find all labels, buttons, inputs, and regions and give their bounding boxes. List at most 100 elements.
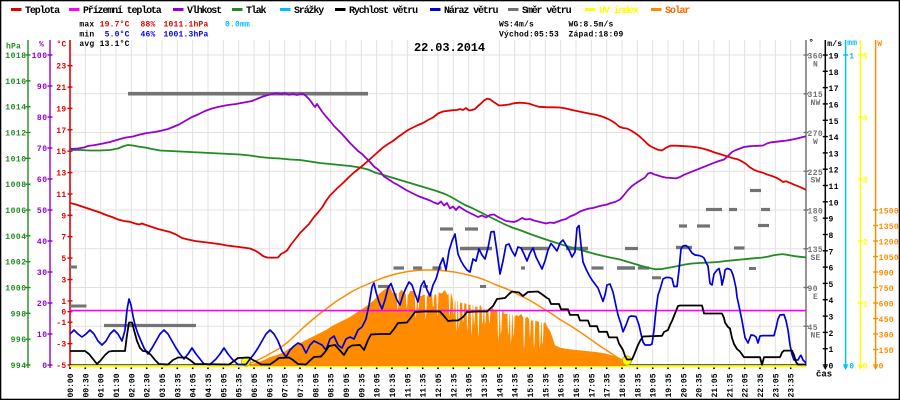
svg-text:00:30: 00:30 [82,373,91,397]
svg-text:150: 150 [879,347,894,356]
svg-text:NW: NW [810,99,820,108]
svg-text:23:35: 23:35 [788,373,797,397]
svg-text:2: 2 [863,239,868,248]
svg-text:W: W [813,138,818,147]
svg-text:315: 315 [808,91,824,100]
svg-text:13:35: 13:35 [481,373,490,397]
svg-text:20: 20 [37,300,48,309]
svg-text:600: 600 [879,301,894,310]
svg-text:avg: avg [79,40,94,49]
svg-text:8: 8 [829,232,834,241]
svg-text:16:05: 16:05 [558,373,567,397]
svg-text:750: 750 [879,285,894,294]
svg-text:22.03.2014: 22.03.2014 [414,41,485,55]
svg-text:19: 19 [829,53,839,62]
svg-text:996: 996 [11,336,27,345]
svg-text:09:05: 09:05 [343,373,352,397]
svg-text:Náraz větru: Náraz větru [444,5,499,17]
svg-text:20:05: 20:05 [680,373,689,397]
svg-text:998: 998 [11,310,27,319]
svg-text:5: 5 [863,53,868,62]
svg-text:994: 994 [11,362,27,371]
svg-text:08:05: 08:05 [312,373,321,397]
svg-text:0: 0 [849,363,854,372]
svg-text:12: 12 [829,167,839,176]
svg-text:hPa: hPa [6,43,21,52]
svg-text:Solar: Solar [665,5,690,17]
svg-text:04:35: 04:35 [205,373,214,397]
svg-text:1008: 1008 [5,181,26,190]
svg-text:15:35: 15:35 [542,373,551,397]
svg-text:1500: 1500 [879,208,899,217]
svg-text:18:35: 18:35 [634,373,643,397]
svg-text:5.0°C: 5.0°C [105,30,130,39]
svg-text:15: 15 [56,148,66,157]
svg-text:01:30: 01:30 [113,373,122,397]
svg-text:10:35: 10:35 [389,373,398,397]
svg-text:04:05: 04:05 [190,373,199,397]
svg-text:Vlhkost: Vlhkost [187,5,222,17]
svg-text:11: 11 [56,191,66,200]
svg-text:1014: 1014 [5,104,26,113]
svg-text:23: 23 [56,63,66,72]
svg-text:°: ° [809,38,815,48]
svg-text:300: 300 [879,332,894,341]
svg-text:06:05: 06:05 [251,373,260,397]
svg-text:19.7°C: 19.7°C [100,21,130,30]
svg-text:0: 0 [829,363,834,372]
svg-text:07:05: 07:05 [282,373,291,397]
svg-text:13: 13 [829,150,839,159]
svg-text:30: 30 [37,269,48,278]
svg-text:2: 2 [829,330,834,339]
svg-text:14: 14 [829,134,839,143]
svg-text:1018: 1018 [5,52,26,61]
svg-text:7: 7 [61,234,66,243]
svg-text:22:05: 22:05 [742,373,751,397]
svg-text:Teplota: Teplota [25,5,60,17]
svg-text:21: 21 [56,84,66,93]
svg-text:0: 0 [863,363,868,372]
svg-text:21:05: 21:05 [711,373,720,397]
svg-text:m/s: m/s [827,40,842,49]
svg-text:9: 9 [829,216,834,225]
svg-text:16:35: 16:35 [573,373,582,397]
svg-text:1006: 1006 [5,207,26,216]
svg-text:7: 7 [829,248,834,257]
svg-text:Východ:05:53: Východ:05:53 [499,30,559,39]
svg-text:0: 0 [42,362,47,371]
svg-text:00:00: 00:00 [67,373,76,397]
svg-text:46%: 46% [140,30,155,39]
svg-text:1050: 1050 [879,254,899,263]
svg-text:07:35: 07:35 [297,373,306,397]
svg-text:WS:4m/s: WS:4m/s [499,21,534,30]
svg-text:22:35: 22:35 [757,373,766,397]
svg-text:16: 16 [829,101,839,110]
svg-text:18: 18 [829,69,839,78]
svg-text:5: 5 [61,255,66,264]
svg-text:1: 1 [61,298,66,307]
svg-text:Západ:18:09: Západ:18:09 [569,30,624,39]
svg-text:12:35: 12:35 [450,373,459,397]
svg-text:S: S [813,215,818,224]
svg-text:1012: 1012 [5,130,26,139]
svg-text:3: 3 [829,314,834,323]
svg-text:180: 180 [808,208,824,217]
svg-text:-5: -5 [56,362,66,371]
svg-text:1: 1 [849,53,854,62]
svg-text:Směr větru: Směr větru [522,5,572,17]
svg-text:05:05: 05:05 [220,373,229,397]
svg-text:900: 900 [879,270,894,279]
svg-text:Přízemní teplota: Přízemní teplota [83,5,162,17]
svg-text:270: 270 [808,130,824,139]
svg-text:1350: 1350 [879,223,899,232]
svg-text:88%: 88% [140,21,155,30]
svg-text:17:35: 17:35 [604,373,613,397]
svg-text:02:30: 02:30 [144,373,153,397]
svg-text:13.1°C: 13.1°C [100,40,130,49]
svg-text:05:35: 05:35 [236,373,245,397]
svg-text:10: 10 [829,199,839,208]
svg-text:13: 13 [56,170,66,179]
svg-text:40: 40 [37,238,48,247]
svg-text:0: 0 [61,309,66,318]
svg-text:100: 100 [32,52,48,61]
